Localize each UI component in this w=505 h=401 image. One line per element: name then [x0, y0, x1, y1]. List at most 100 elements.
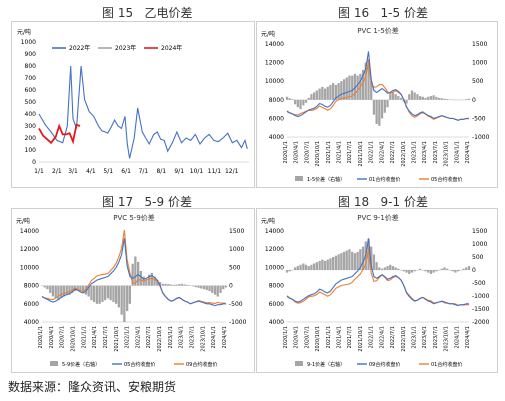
spread-bar [285, 270, 289, 273]
y2-tick-label: 1000 [472, 60, 487, 67]
x-tick-label: 2021/4/1 [337, 326, 343, 348]
y-tick-label: 8000 [24, 283, 39, 290]
spread-bar [150, 272, 153, 286]
spread-bar [321, 259, 324, 270]
spread-bar [326, 86, 329, 100]
y-tick-label: 4000 [269, 319, 284, 326]
spread-bar [419, 96, 422, 100]
spread-bar [410, 90, 414, 100]
legend-swatch [295, 361, 303, 366]
x-tick-label: 2022/4/1 [135, 326, 141, 348]
spread-bar [372, 254, 376, 270]
spread-bar [383, 267, 386, 270]
spread-bar [446, 99, 449, 100]
y2-tick-label: 0 [472, 97, 476, 104]
spread-bar [307, 266, 310, 270]
spread-bar [342, 251, 346, 270]
x-tick-label: 7/1 [139, 168, 149, 175]
spread-bar [400, 97, 403, 100]
spread-bar [191, 285, 195, 287]
price-line-first-contract [41, 238, 226, 307]
x-tick-label: 2021/1/1 [326, 326, 332, 348]
spread-bar [46, 285, 49, 290]
chart-panel-5-9-spread: PVC 5-9价差 元/吨 4000 6000 8000 10000 12000 14000-… [11, 208, 255, 373]
x-tick-label: 9/1 [174, 168, 184, 175]
spread-bar [413, 270, 416, 272]
spread-bar [213, 285, 217, 295]
x-tick-label: 2023/4/1 [179, 326, 185, 348]
spread-bar [321, 86, 324, 100]
y2-tick-label: 1000 [229, 246, 244, 253]
spread-bar [222, 285, 225, 290]
x-tick-label: 2021/1/1 [81, 326, 87, 348]
spread-bar [156, 280, 159, 286]
spread-bar [380, 99, 384, 119]
spread-bar [465, 99, 468, 100]
x-tick-label: 2024/1/1 [454, 326, 460, 348]
x-tick-label: 2022/4/1 [379, 326, 385, 348]
series-line-2022年 [38, 65, 248, 159]
x-tick-label: 2022/10/1 [401, 141, 407, 167]
spread-bar [337, 254, 340, 270]
spread-bar [186, 284, 189, 286]
x-tick-label: 2022/10/1 [401, 326, 407, 352]
spread-bar [465, 267, 468, 270]
chart-panel-ethylene-spread: 元/吨 0 100 200 300 400 500 600 700 800 900 1000 1/1 2/… [11, 21, 255, 188]
spread-bar [364, 62, 367, 100]
y-tick-label: 200 [25, 135, 37, 142]
x-tick-label: 2022/7/1 [146, 326, 152, 348]
y-tick-label: 6000 [24, 301, 39, 308]
spread-bar [329, 258, 332, 270]
spread-bar [158, 282, 162, 286]
chart-title: PVC 1-5价差 [357, 26, 399, 35]
x-tick-label: 2021/4/1 [92, 326, 98, 348]
spread-bar [370, 246, 373, 270]
spread-bar [389, 94, 392, 100]
y-axis-unit-label: 元/吨 [261, 30, 275, 38]
spread-bar [462, 268, 465, 270]
spread-bar [337, 83, 340, 100]
x-tick-label: 3/1 [68, 168, 78, 175]
spread-bar [299, 264, 302, 270]
spread-bar [87, 285, 90, 297]
y-tick-label: 12000 [20, 246, 39, 253]
y2-tick-label: 0 [229, 283, 233, 290]
spread-bar [372, 99, 376, 115]
spread-bar [285, 96, 289, 100]
price-line-second-contract [286, 60, 470, 121]
x-tick-label: 2022/7/1 [390, 141, 396, 163]
spread-bar [340, 253, 343, 270]
x-tick-label: 2022/7/1 [390, 326, 396, 348]
x-tick-label: 2023/7/1 [190, 326, 196, 348]
y-axis-unit-label: 元/吨 [16, 217, 30, 225]
spread-bar [405, 270, 408, 273]
x-tick-label: 10/1 [190, 168, 204, 175]
spread-bar [329, 84, 332, 100]
spread-bar [172, 284, 175, 286]
spread-bar [367, 238, 370, 270]
x-tick-label: 2023/7/1 [433, 326, 439, 348]
y-tick-label: 10000 [265, 78, 284, 85]
spread-bar [410, 270, 414, 273]
y-tick-label: 400 [25, 111, 37, 118]
spread-bar [383, 99, 386, 113]
spread-bar [345, 77, 348, 100]
spread-bar [467, 266, 471, 270]
spread-bar [60, 285, 63, 299]
x-tick-label: 2/1 [52, 168, 62, 175]
legend-label: 05合约收盘价 [124, 361, 155, 368]
spread-bar [353, 253, 357, 270]
spread-bar [109, 285, 112, 301]
spread-bar [211, 285, 214, 293]
y-tick-label: 300 [25, 123, 37, 130]
spread-bar [131, 263, 134, 286]
spread-bar [164, 283, 167, 286]
spread-bar [359, 249, 362, 270]
spread-bar [180, 283, 184, 286]
price-line-first-contract [286, 51, 469, 121]
spread-bar [310, 94, 313, 100]
spread-bar [65, 285, 68, 295]
spread-bar [90, 285, 93, 301]
legend-label: 1-5价差（右轴） [307, 176, 345, 183]
spread-bar [342, 79, 346, 100]
